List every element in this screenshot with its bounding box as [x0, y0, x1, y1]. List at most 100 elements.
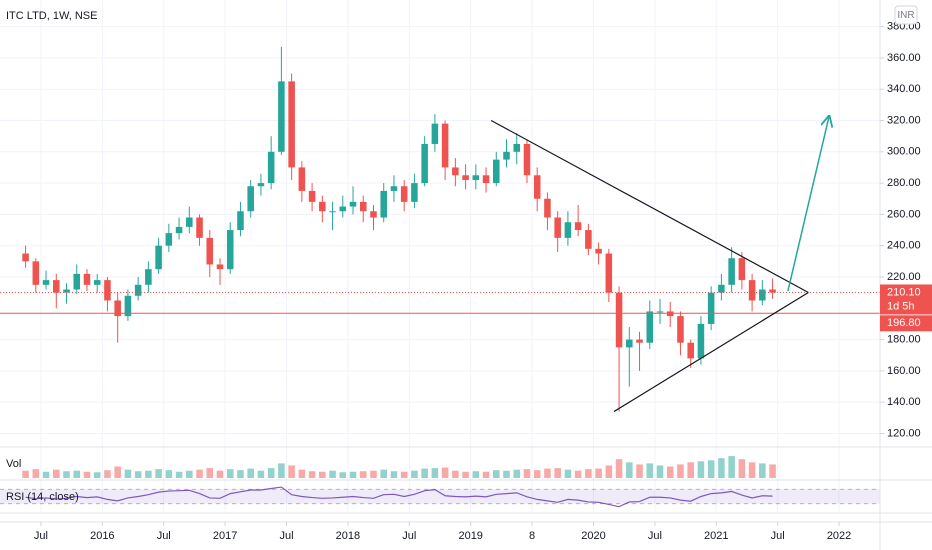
volume-bar [626, 462, 633, 478]
y-tick-label: 180.00 [887, 333, 921, 345]
x-tick-label: Jul [402, 530, 416, 542]
volume-bar [53, 469, 60, 478]
x-tick-label: 2021 [704, 530, 728, 542]
candle-body [523, 143, 531, 176]
candle-body [718, 284, 725, 293]
y-tick-label: 120.00 [887, 427, 921, 439]
volume-bar [370, 470, 377, 478]
candle-body [769, 289, 776, 293]
volume-bar [339, 472, 347, 478]
volume-bar [595, 468, 602, 478]
candle-body [646, 311, 654, 343]
candle-body [359, 201, 367, 212]
candle-body [186, 217, 193, 227]
candle-body [216, 264, 224, 270]
volume-bar [452, 470, 459, 478]
volume-bar [605, 465, 613, 478]
volume-bar [380, 469, 387, 478]
volume-bar [482, 471, 490, 478]
volume-bar [421, 468, 428, 478]
candle-body [155, 245, 162, 270]
volume-bar [544, 468, 551, 478]
candle-body [53, 280, 60, 293]
candle-body [615, 292, 623, 348]
candle-body [196, 217, 203, 238]
volume-bar [503, 470, 510, 478]
candle-body [247, 186, 254, 212]
volume-bar [237, 470, 244, 478]
x-tick-label: 2020 [581, 530, 605, 542]
y-tick-label: 240.00 [887, 240, 921, 252]
currency-label[interactable]: INR [897, 10, 914, 21]
candle-body [544, 198, 551, 218]
candle-body [175, 226, 183, 234]
volume-bar [431, 468, 439, 478]
rsi-pane [0, 486, 880, 508]
currency-box[interactable] [894, 5, 918, 25]
volume-bar [748, 462, 756, 478]
candle-body [656, 311, 664, 313]
volume-bar [666, 466, 674, 478]
candle-body [400, 186, 408, 202]
volume-bar [646, 463, 654, 478]
volume-bar [400, 471, 408, 478]
candle-body [390, 186, 398, 191]
volume-bar [707, 460, 715, 478]
level-box [880, 315, 932, 332]
candle-body [329, 211, 336, 213]
volume-bar [114, 466, 121, 478]
candle-body [513, 143, 521, 152]
y-tick-label: 160.00 [887, 365, 921, 377]
volume-bar [175, 471, 183, 478]
volume-bar [186, 470, 193, 478]
candle-body [707, 292, 715, 324]
volume-bar [206, 468, 214, 478]
volume-bar [63, 471, 70, 478]
volume-bar [718, 458, 725, 478]
volume-bar [165, 470, 173, 478]
x-tick-label: Jul [157, 530, 171, 542]
volume-bar [267, 468, 275, 478]
grid [0, 0, 880, 513]
candle-body [626, 339, 633, 348]
rsi-label: RSI (14, close) [6, 491, 79, 503]
candle-body [728, 258, 735, 285]
axes: 120.00 140.00 160.00 180.00 220.00 240.00 260.… [34, 21, 932, 542]
volume-bar [513, 469, 521, 478]
countdown-label: 1d 5h [887, 300, 915, 312]
y-tick-label: 300.00 [887, 146, 921, 158]
candle-body [124, 295, 132, 317]
candle-body [63, 289, 70, 293]
y-tick-label: 340.00 [887, 83, 921, 95]
y-tick-label: 260.00 [887, 208, 921, 220]
candle-body [595, 248, 602, 254]
x-tick-label: 2019 [458, 530, 482, 542]
candle-body [738, 258, 746, 281]
candle-body [462, 175, 469, 180]
volume-bar [42, 471, 50, 478]
candle-body [298, 167, 306, 191]
volume-bar [73, 470, 81, 478]
volume-bar [441, 467, 449, 478]
drawings [0, 117, 880, 413]
volume-bar [83, 471, 91, 478]
candle-body [278, 81, 285, 152]
candle-body [370, 211, 377, 218]
volume-bar [359, 471, 367, 478]
volume-bar [462, 471, 469, 478]
candles [22, 46, 776, 412]
volume-bar [677, 464, 684, 478]
volume-bar [155, 469, 162, 478]
candle-body [83, 273, 91, 285]
volume-pane [22, 456, 776, 478]
volume-bar [554, 468, 561, 478]
candle-body [104, 280, 111, 301]
candle-body [288, 81, 295, 168]
candle-body [380, 190, 387, 218]
candle-body [411, 183, 418, 202]
volume-bar [124, 469, 132, 478]
candle-body [339, 206, 347, 212]
volume-bar [257, 470, 265, 478]
candle-body [748, 280, 756, 301]
